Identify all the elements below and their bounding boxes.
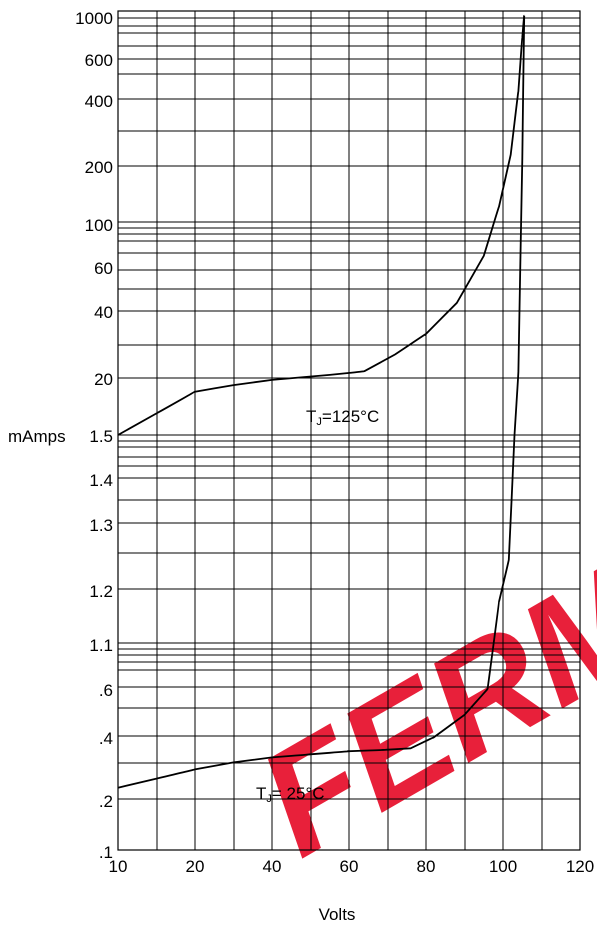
y-tick-label: .1 <box>99 843 113 862</box>
label-tj-25c: TJ= 25°C <box>256 784 325 805</box>
x-tick-label: 10 <box>109 857 128 876</box>
curve-tj-125c <box>117 14 526 436</box>
x-tick-label: 120 <box>566 857 594 876</box>
y-tick-label: 1.3 <box>89 516 113 535</box>
y-tick-label: 1.5 <box>89 427 113 446</box>
y-tick-label: 60 <box>94 259 113 278</box>
y-tick-label: 1.2 <box>89 582 113 601</box>
y-tick-label: .6 <box>99 681 113 700</box>
label-tj-125c: TJ=125°C <box>306 407 379 428</box>
y-tick-label: 1000 <box>75 9 113 28</box>
y-tick-label: 100 <box>85 216 113 235</box>
x-tick-label: 100 <box>489 857 517 876</box>
y-tick-label: 20 <box>94 370 113 389</box>
curve-tj-25c <box>117 15 526 789</box>
x-tick-label: 60 <box>340 857 359 876</box>
grid <box>117 10 581 851</box>
curve-labels: TJ=125°C TJ= 25°C <box>256 407 379 805</box>
y-tick-label: 600 <box>85 51 113 70</box>
x-axis-label: Volts <box>319 905 356 924</box>
x-tick-label: 40 <box>263 857 282 876</box>
y-tick-label: 1.4 <box>89 471 113 490</box>
y-tick-label: 200 <box>85 158 113 177</box>
y-axis-label: mAmps <box>8 427 66 446</box>
y-tick-label: .2 <box>99 792 113 811</box>
x-tick-label: 20 <box>186 857 205 876</box>
curves <box>117 14 526 789</box>
y-tick-label: 1.1 <box>89 636 113 655</box>
y-tick-label: 40 <box>94 303 113 322</box>
y-tick-labels: 1000 600 400 200 100 60 40 20 1.5 1.4 1.3 1.2 1.1 .6.… <box>75 9 113 862</box>
y-tick-label: .4 <box>99 729 113 748</box>
plot-frame <box>117 10 581 851</box>
y-tick-label: 400 <box>85 92 113 111</box>
x-tick-labels: 10 20 40 60 80 100 120 <box>109 857 595 876</box>
x-tick-label: 80 <box>417 857 436 876</box>
